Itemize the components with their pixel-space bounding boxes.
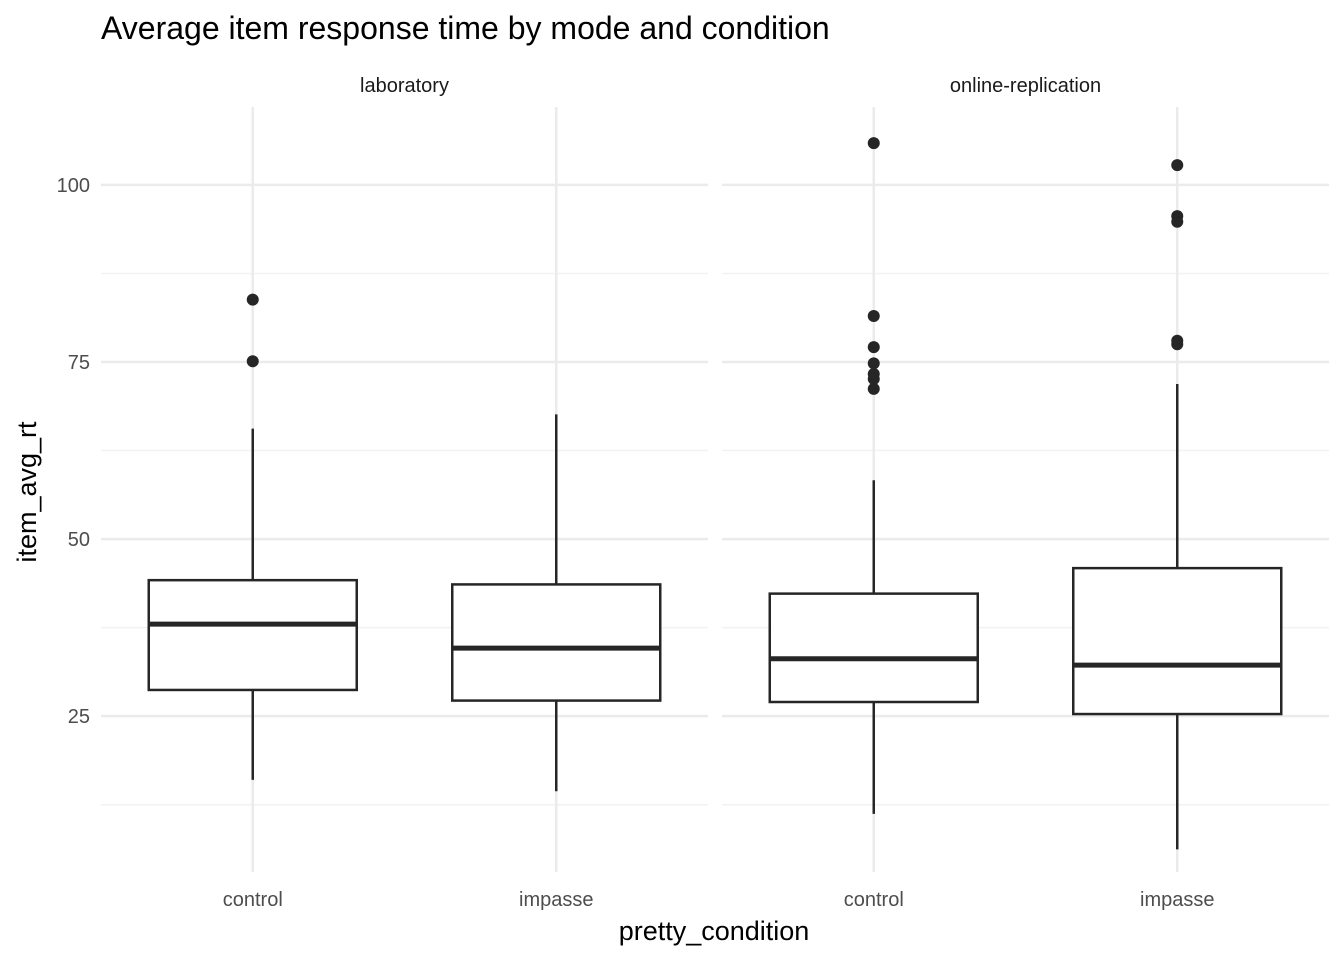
outlier-point [867, 137, 880, 150]
x-tick-label: control [844, 889, 904, 911]
outlier-point [1171, 334, 1184, 347]
outlier-point [1171, 210, 1184, 223]
grid-layer [101, 107, 1329, 872]
y-tick-label: 50 [68, 529, 90, 551]
y-axis-title: item_avg_rt [12, 421, 42, 563]
outlier-point [867, 309, 880, 322]
outlier-point [867, 357, 880, 370]
box-iqr [1072, 566, 1283, 716]
y-tick-label: 75 [68, 352, 90, 374]
outlier-point [1171, 159, 1184, 172]
facet-strip-label: laboratory [360, 75, 449, 97]
x-tick-label: impasse [519, 889, 593, 911]
marks-layer [147, 137, 1283, 850]
outlier-point [246, 293, 259, 306]
outlier-point [867, 341, 880, 354]
y-tick-label: 100 [57, 175, 90, 197]
x-tick-label: control [223, 889, 283, 911]
facet-strip-label: online-replication [950, 75, 1101, 97]
labels-layer: 25 50 75 100 laboratory control impasse online-… [57, 75, 1215, 911]
chart-title: Average item response time by mode and c… [101, 10, 830, 46]
y-tick-label: 25 [68, 706, 90, 728]
box-iqr [768, 592, 979, 704]
outlier-point [867, 382, 880, 395]
x-tick-label: impasse [1140, 889, 1214, 911]
x-axis-title: pretty_condition [619, 916, 810, 946]
outlier-point [867, 368, 880, 381]
box-iqr [451, 583, 662, 702]
outlier-point [246, 355, 259, 368]
box-iqr [147, 578, 358, 692]
